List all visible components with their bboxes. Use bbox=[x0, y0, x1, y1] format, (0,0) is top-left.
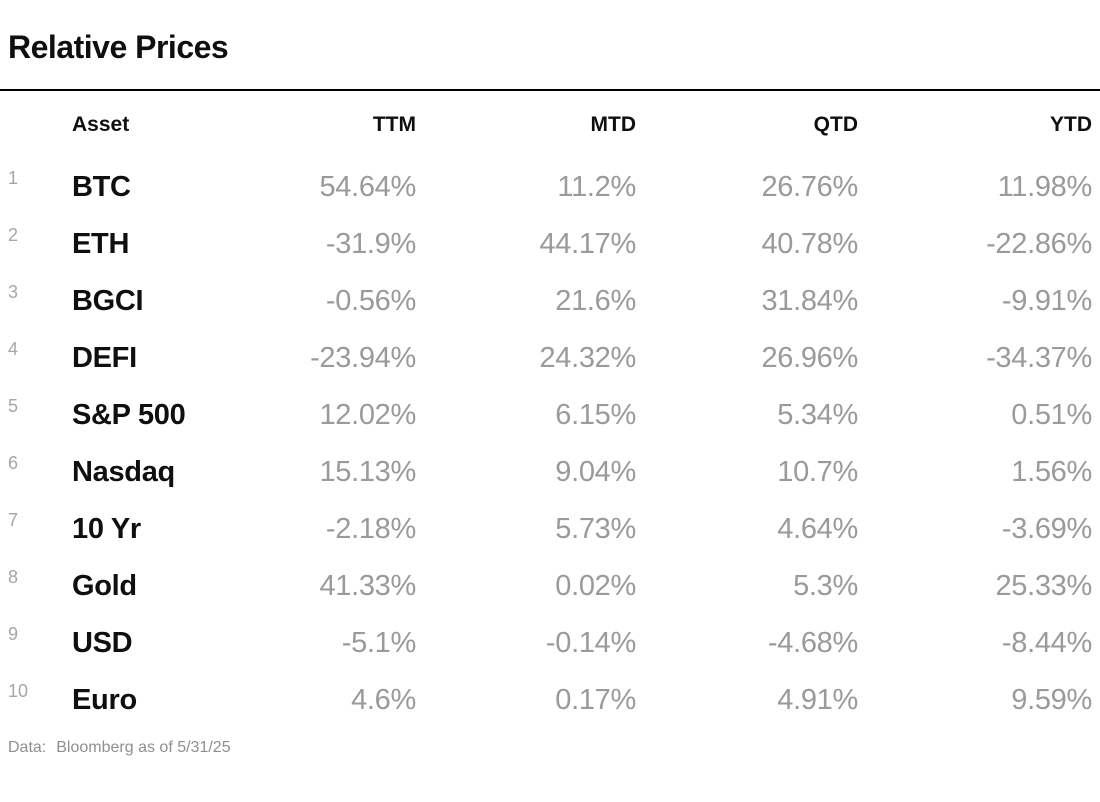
mtd-value: 0.17% bbox=[555, 684, 636, 717]
column-header-ytd: YTD bbox=[1050, 113, 1092, 137]
ytd-value: 0.51% bbox=[1011, 399, 1092, 432]
relative-prices-page: Relative Prices Asset TTM MTD QTD YTD 1 … bbox=[0, 29, 1100, 802]
qtd-value: 5.34% bbox=[777, 399, 858, 432]
table-row: 10 Euro 4.6% 0.17% 4.91% 9.59% bbox=[0, 672, 1100, 729]
ttm-value: 12.02% bbox=[319, 399, 416, 432]
row-number: 1 bbox=[8, 168, 19, 189]
qtd-value: 4.91% bbox=[777, 684, 858, 717]
ttm-value: -31.9% bbox=[325, 228, 416, 261]
table-row: 1 BTC 54.64% 11.2% 26.76% 11.98% bbox=[0, 159, 1100, 216]
qtd-value: 5.3% bbox=[793, 570, 858, 603]
qtd-value: 40.78% bbox=[761, 228, 858, 261]
ytd-value: -34.37% bbox=[986, 342, 1092, 375]
table-row: 5 S&P 500 12.02% 6.15% 5.34% 0.51% bbox=[0, 387, 1100, 444]
qtd-value: 26.76% bbox=[761, 171, 858, 204]
page-title: Relative Prices bbox=[8, 29, 229, 65]
ytd-value: -8.44% bbox=[1001, 627, 1092, 660]
qtd-value: -4.68% bbox=[767, 627, 858, 660]
ytd-value: 1.56% bbox=[1011, 456, 1092, 489]
ytd-value: -9.91% bbox=[1001, 285, 1092, 318]
row-number: 9 bbox=[8, 624, 19, 645]
table-row: 8 Gold 41.33% 0.02% 5.3% 25.33% bbox=[0, 558, 1100, 615]
table-row: 3 BGCI -0.56% 21.6% 31.84% -9.91% bbox=[0, 273, 1100, 330]
qtd-value: 10.7% bbox=[777, 456, 858, 489]
asset-name: BTC bbox=[72, 171, 131, 204]
row-number: 6 bbox=[8, 453, 19, 474]
ytd-value: -3.69% bbox=[1001, 513, 1092, 546]
mtd-value: 6.15% bbox=[555, 399, 636, 432]
data-source-attribution: Data: Bloomberg as of 5/31/25 bbox=[8, 739, 1100, 757]
mtd-value: 9.04% bbox=[555, 456, 636, 489]
mtd-value: 0.02% bbox=[555, 570, 636, 603]
row-number: 4 bbox=[8, 339, 19, 360]
row-number: 10 bbox=[8, 681, 29, 702]
mtd-value: 24.32% bbox=[539, 342, 636, 375]
asset-name: Nasdaq bbox=[72, 456, 175, 489]
asset-name: BGCI bbox=[72, 285, 144, 318]
mtd-value: -0.14% bbox=[545, 627, 636, 660]
asset-name: S&P 500 bbox=[72, 399, 186, 432]
mtd-value: 44.17% bbox=[539, 228, 636, 261]
ttm-value: 4.6% bbox=[351, 684, 416, 717]
ttm-value: -0.56% bbox=[325, 285, 416, 318]
table-header-row: Asset TTM MTD QTD YTD bbox=[0, 91, 1100, 159]
title-divider bbox=[0, 89, 1100, 92]
column-header-qtd: QTD bbox=[813, 113, 858, 137]
ttm-value: 15.13% bbox=[319, 456, 416, 489]
ttm-value: -2.18% bbox=[325, 513, 416, 546]
ytd-value: 25.33% bbox=[995, 570, 1092, 603]
mtd-value: 5.73% bbox=[555, 513, 636, 546]
qtd-value: 4.64% bbox=[777, 513, 858, 546]
ttm-value: -5.1% bbox=[341, 627, 417, 660]
asset-name: Euro bbox=[72, 684, 137, 717]
qtd-value: 26.96% bbox=[761, 342, 858, 375]
ttm-value: 41.33% bbox=[319, 570, 416, 603]
table-row: 9 USD -5.1% -0.14% -4.68% -8.44% bbox=[0, 615, 1100, 672]
asset-name: Gold bbox=[72, 570, 137, 603]
ttm-value: -23.94% bbox=[310, 342, 416, 375]
row-number: 8 bbox=[8, 567, 19, 588]
row-number: 3 bbox=[8, 282, 19, 303]
row-number: 5 bbox=[8, 396, 19, 417]
table-row: 2 ETH -31.9% 44.17% 40.78% -22.86% bbox=[0, 216, 1100, 273]
data-source-label: Data: bbox=[8, 739, 47, 757]
table-row: 4 DEFI -23.94% 24.32% 26.96% -34.37% bbox=[0, 330, 1100, 387]
column-header-mtd: MTD bbox=[590, 113, 637, 137]
ytd-value: 11.98% bbox=[997, 171, 1093, 204]
table-row: 6 Nasdaq 15.13% 9.04% 10.7% 1.56% bbox=[0, 444, 1100, 501]
column-header-asset: Asset bbox=[72, 113, 130, 137]
mtd-value: 21.6% bbox=[555, 285, 636, 318]
asset-name: 10 Yr bbox=[72, 513, 141, 546]
ttm-value: 54.64% bbox=[319, 171, 416, 204]
qtd-value: 31.84% bbox=[761, 285, 858, 318]
row-number: 7 bbox=[8, 510, 19, 531]
data-source-text: Bloomberg as of 5/31/25 bbox=[56, 739, 231, 757]
asset-name: USD bbox=[72, 627, 133, 660]
mtd-value: 11.2% bbox=[557, 171, 636, 204]
ytd-value: 9.59% bbox=[1011, 684, 1092, 717]
asset-name: DEFI bbox=[72, 342, 137, 375]
ytd-value: -22.86% bbox=[986, 228, 1092, 261]
column-header-ttm: TTM bbox=[372, 113, 416, 137]
table-row: 7 10 Yr -2.18% 5.73% 4.64% -3.69% bbox=[0, 501, 1100, 558]
asset-name: ETH bbox=[72, 228, 130, 261]
row-number: 2 bbox=[8, 225, 19, 246]
